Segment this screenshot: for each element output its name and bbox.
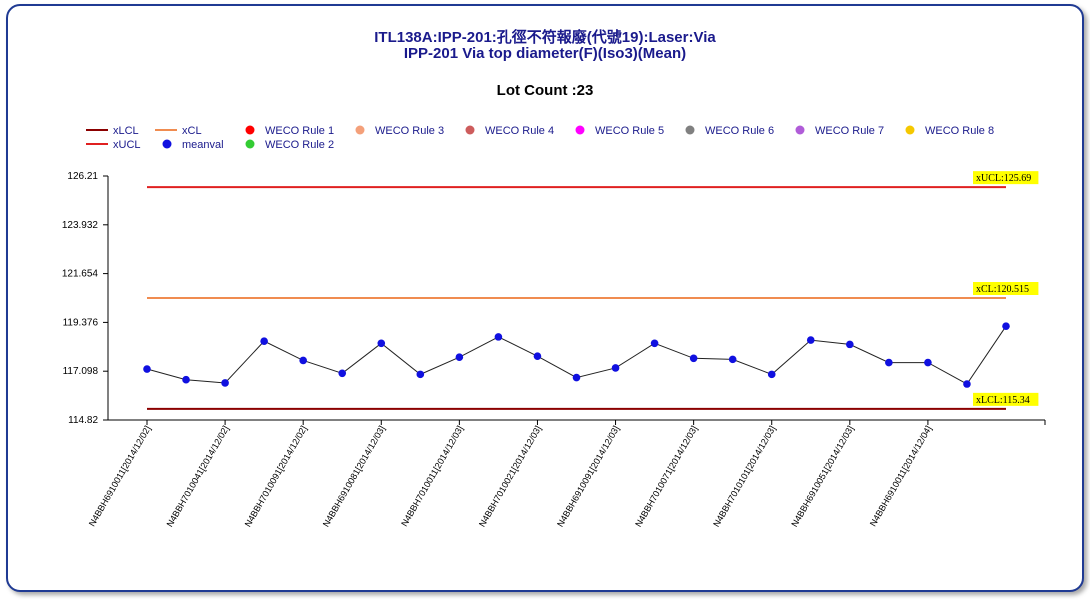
- meanval-point: [495, 333, 503, 341]
- meanval-point: [612, 364, 620, 372]
- meanval-point: [143, 365, 151, 373]
- meanval-point: [377, 340, 385, 348]
- x-tick-label: N4BBH6910081[2014/12/03]: [321, 424, 387, 529]
- meanval-point: [338, 369, 346, 377]
- meanval-point: [221, 379, 229, 387]
- legend-weco-rule-3-label: WECO Rule 3: [375, 125, 444, 137]
- meanval-point: [534, 352, 542, 360]
- x-tick-label: N4BBH7010021[2014/12/03]: [477, 424, 543, 529]
- x-tick-label: N4BBH7010101[2014/12/03]: [711, 424, 777, 529]
- legend-xucl-label: xUCL: [113, 139, 141, 151]
- legend-weco-rule-3-swatch: [356, 126, 365, 135]
- legend-weco-rule-8-label: WECO Rule 8: [925, 125, 994, 137]
- meanval-point: [729, 356, 737, 364]
- x-tick-label: N4BBH6910011[2014/12/02]: [87, 424, 153, 528]
- x-tick-label: N4BBH6910051[2014/12/03]: [789, 424, 855, 529]
- legend-weco-rule-5-label: WECO Rule 5: [595, 125, 664, 137]
- meanval-point: [768, 371, 776, 379]
- y-tick-label: 121.654: [62, 269, 99, 280]
- axes: 126.21 123.932 121.654 119.376 117.098 114.82…: [62, 171, 1045, 529]
- legend-weco-rule-2-swatch: [246, 140, 255, 149]
- meanval-point: [299, 357, 307, 365]
- meanval-point: [924, 359, 932, 367]
- x-tick-label: N4BBH6910091[2014/12/03]: [555, 424, 621, 529]
- x-tick-label: N4BBH7010071[2014/12/03]: [633, 424, 699, 529]
- meanval-point: [963, 380, 971, 388]
- meanval-point: [260, 337, 268, 345]
- legend-meanval-swatch: [163, 140, 172, 149]
- legend-weco-rule-8-swatch: [906, 126, 915, 135]
- y-tick-label: 123.932: [62, 220, 99, 231]
- legend: xLCL xUCL xCL meanval WECO Rule 1 WECO Rule 2…: [86, 125, 994, 151]
- legend-weco-rule-6-label: WECO Rule 6: [705, 125, 774, 137]
- meanval-point: [1002, 322, 1010, 330]
- lcl-label: xLCL:115.34: [976, 395, 1030, 406]
- legend-weco-rule-1-swatch: [246, 126, 255, 135]
- legend-weco-rule-7-swatch: [796, 126, 805, 135]
- legend-xcl-label: xCL: [182, 125, 202, 137]
- x-tick-label: N4BBH7010091[2014/12/02]: [243, 424, 309, 529]
- ucl-label: xUCL:125.69: [976, 173, 1031, 184]
- meanval-point: [807, 336, 815, 344]
- meanval-point: [690, 355, 698, 363]
- x-tick-label: N4BBH6910011[2014/12/04]: [868, 424, 934, 528]
- legend-meanval-label: meanval: [182, 139, 224, 151]
- y-tick-label: 126.21: [67, 171, 98, 182]
- meanval-point: [417, 371, 425, 379]
- meanval-point: [846, 341, 854, 349]
- legend-xlcl-label: xLCL: [113, 125, 139, 137]
- legend-weco-rule-2-label: WECO Rule 2: [265, 139, 334, 151]
- meanval-point: [573, 374, 581, 382]
- meanval-point: [651, 340, 659, 348]
- legend-weco-rule-7-label: WECO Rule 7: [815, 125, 884, 137]
- y-tick-label: 119.376: [63, 317, 99, 328]
- legend-weco-rule-5-swatch: [576, 126, 585, 135]
- meanval-series: [143, 322, 1010, 387]
- legend-weco-rule-4-swatch: [466, 126, 475, 135]
- legend-weco-rule-4-label: WECO Rule 4: [485, 125, 554, 137]
- meanval-point: [885, 359, 893, 367]
- y-tick-label: 117.098: [63, 366, 99, 377]
- legend-weco-rule-6-swatch: [686, 126, 695, 135]
- x-tick-label: N4BBH7010041[2014/12/02]: [165, 424, 231, 529]
- x-tick-label: N4BBH7010011[2014/12/03]: [399, 424, 465, 528]
- meanval-point: [182, 376, 190, 384]
- legend-weco-rule-1-label: WECO Rule 1: [265, 125, 334, 137]
- cl-label: xCL:120.515: [976, 284, 1029, 295]
- y-tick-label: 114.82: [68, 415, 98, 426]
- meanval-point: [456, 353, 464, 361]
